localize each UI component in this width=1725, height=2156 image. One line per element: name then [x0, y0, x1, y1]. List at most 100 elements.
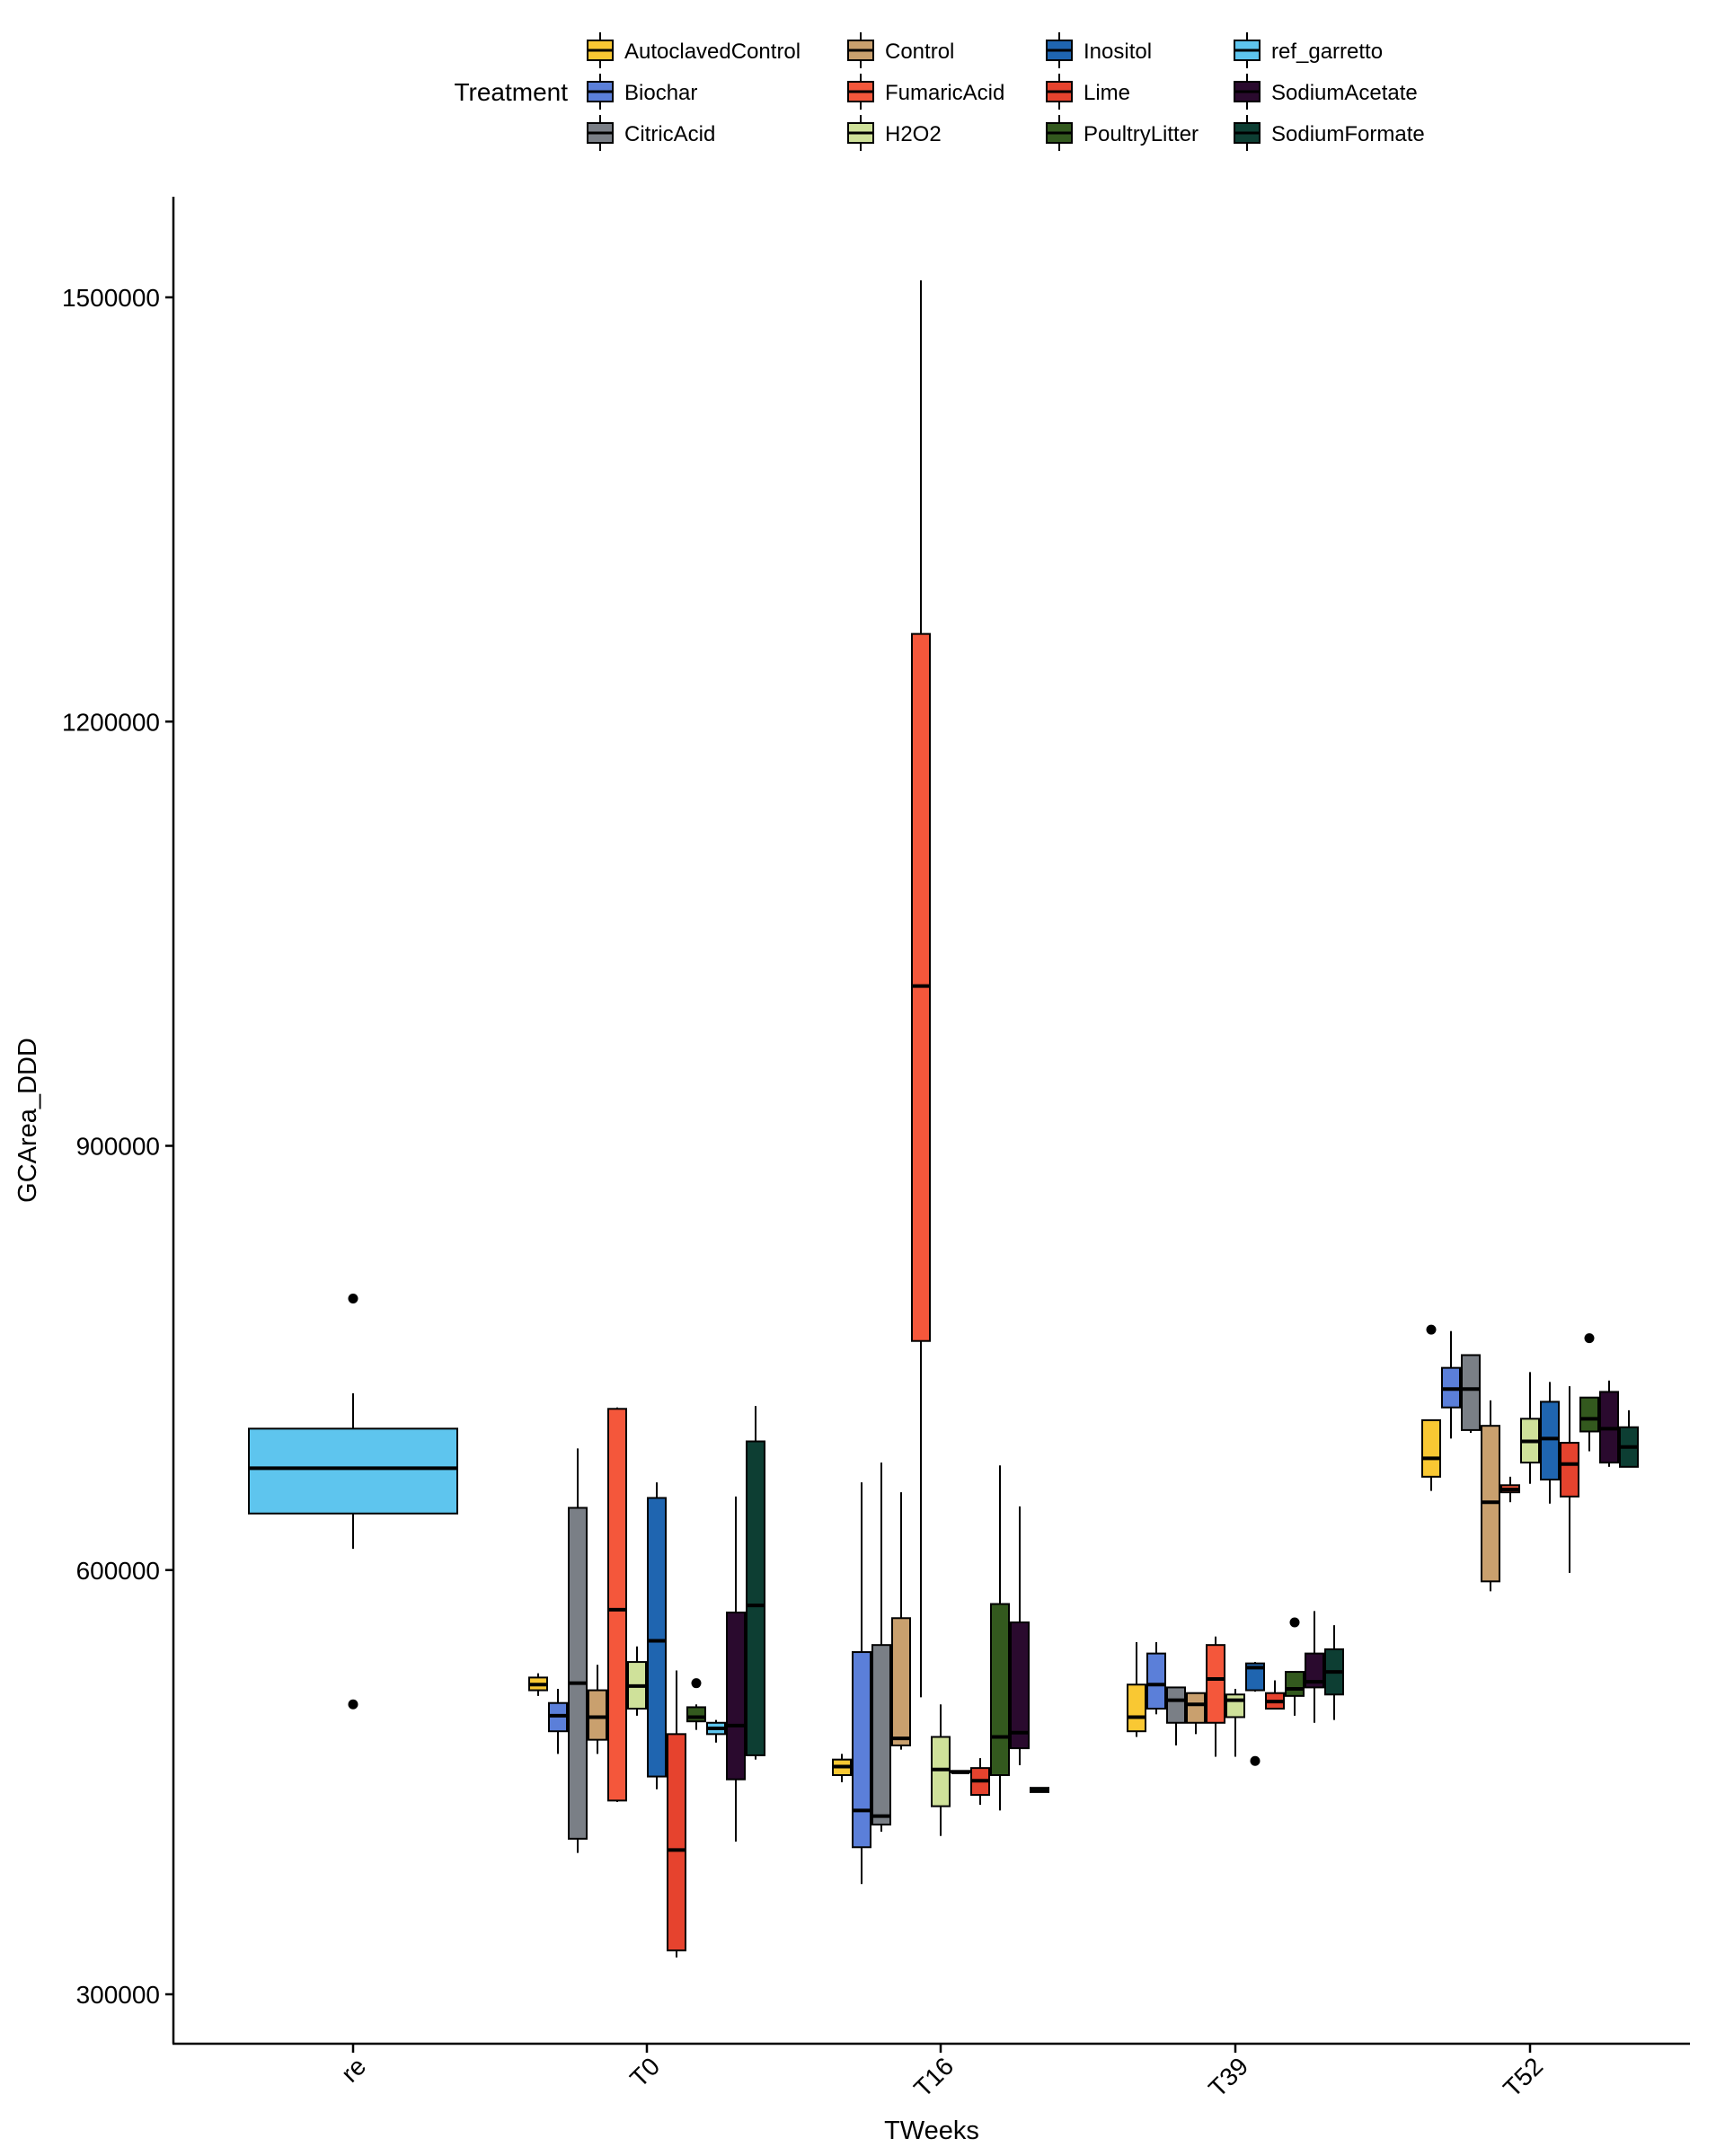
box-T16-Control — [891, 1492, 911, 1750]
y-axis-ticks: 300000 600000 900000 1200000 1500000 — [62, 284, 173, 2009]
y-tick-label: 1200000 — [62, 708, 160, 736]
legend-item: PoultryLitter — [1046, 115, 1199, 151]
box-T39-Inositol — [1245, 1662, 1265, 1766]
legend-item: AutoclavedControl — [587, 32, 801, 68]
box-iqr — [1305, 1652, 1324, 1689]
box-T16-SodiumAcetate — [1010, 1506, 1030, 1765]
box-iqr — [1206, 1644, 1225, 1724]
box-iqr — [248, 1427, 458, 1515]
outlier-point — [1584, 1333, 1595, 1344]
box-T16-CitricAcid — [871, 1462, 891, 1832]
box-T39-PoultryLitter — [1285, 1617, 1305, 1716]
box-T39-SodiumAcetate — [1305, 1611, 1324, 1723]
box-T39-Biochar — [1146, 1642, 1166, 1715]
box-iqr — [1146, 1652, 1166, 1710]
box-iqr — [1225, 1693, 1245, 1719]
legend-label: Control — [885, 40, 954, 64]
legend-item: ref_garretto — [1234, 32, 1383, 68]
legend: Treatment AutoclavedControl Biochar Citric… — [454, 32, 1425, 151]
box-T39-H2O2 — [1225, 1688, 1245, 1757]
box-iqr — [1579, 1396, 1599, 1433]
legend-title: Treatment — [454, 78, 568, 106]
box-iqr — [607, 1408, 627, 1802]
box-T39-Lime — [1265, 1680, 1285, 1710]
legend-label: Biochar — [624, 81, 697, 105]
box-iqr — [1245, 1662, 1265, 1692]
legend-label: FumaricAcid — [885, 81, 1004, 105]
box-T0-Lime — [667, 1670, 686, 1958]
legend-item: SodiumAcetate — [1234, 74, 1418, 110]
box-T0-AutoclavedControl — [528, 1673, 548, 1696]
legend-label: H2O2 — [885, 122, 942, 146]
legend-item: SodiumFormate — [1234, 115, 1425, 151]
box-iqr — [1010, 1621, 1030, 1750]
legend-item: CitricAcid — [587, 115, 715, 151]
box-T39-AutoclavedControl — [1127, 1642, 1146, 1737]
box-iqr — [931, 1736, 951, 1807]
legend-label: Lime — [1084, 81, 1130, 105]
box-T16-SodiumFormate — [1030, 1787, 1049, 1793]
box-T39-FumaricAcid — [1206, 1636, 1225, 1757]
box-T52-Lime — [1560, 1386, 1579, 1573]
box-T52-CitricAcid — [1461, 1354, 1481, 1434]
box-T39-SodiumFormate — [1324, 1625, 1344, 1720]
box-T0-H2O2 — [627, 1646, 647, 1716]
box-iqr — [686, 1706, 706, 1723]
outlier-point — [348, 1294, 358, 1304]
box-iqr — [1166, 1686, 1186, 1724]
box-iqr — [871, 1644, 891, 1826]
y-tick-label: 600000 — [76, 1557, 160, 1585]
box-T16-Inositol — [951, 1770, 970, 1774]
legend-label: Inositol — [1084, 40, 1152, 64]
legend-item: Lime — [1046, 74, 1130, 110]
box-T52-Biochar — [1441, 1330, 1461, 1439]
box-T0-SodiumFormate — [746, 1406, 765, 1760]
legend-item: H2O2 — [847, 115, 942, 151]
y-tick-label: 900000 — [76, 1133, 160, 1161]
box-T0-FumaricAcid — [607, 1407, 627, 1802]
box-T0-CitricAcid — [568, 1448, 588, 1853]
box-T52-Inositol — [1540, 1382, 1560, 1504]
box-iqr — [1285, 1671, 1305, 1697]
outlier-point — [1426, 1324, 1437, 1335]
box-iqr — [1560, 1442, 1579, 1498]
legend-item: FumaricAcid — [847, 74, 1004, 110]
box-T52-Control — [1481, 1400, 1500, 1592]
legend-label: SodiumFormate — [1271, 122, 1425, 146]
box-T16-FumaricAcid — [911, 280, 931, 1698]
box-iqr — [1127, 1683, 1146, 1733]
box-T0-PoultryLitter — [686, 1678, 706, 1730]
box-iqr — [588, 1689, 607, 1741]
box-T39-Control — [1186, 1692, 1206, 1735]
box-T52-FumaricAcid — [1500, 1476, 1520, 1503]
box-T16-H2O2 — [931, 1704, 951, 1836]
outlier-point — [1250, 1755, 1261, 1766]
outlier-point — [691, 1678, 702, 1689]
box-T52-SodiumAcetate — [1599, 1380, 1619, 1467]
boxes — [248, 280, 1639, 1958]
box-T0-SodiumAcetate — [726, 1496, 746, 1842]
box-T0-ref_garretto — [706, 1719, 726, 1743]
box-iqr — [746, 1440, 765, 1756]
box-iqr — [891, 1617, 911, 1746]
legend-item: Inositol — [1046, 32, 1152, 68]
box-iqr — [1421, 1418, 1441, 1478]
box-iqr — [726, 1611, 746, 1780]
box-T52-AutoclavedControl — [1421, 1324, 1441, 1491]
outlier-point — [348, 1699, 358, 1710]
legend-items: AutoclavedControl Biochar CitricAcid Contro… — [587, 32, 1425, 151]
box-T16-Biochar — [852, 1482, 871, 1885]
box-T0-Control — [588, 1665, 607, 1754]
box-re-ref_garretto — [248, 1294, 458, 1710]
y-tick-label: 1500000 — [62, 284, 160, 312]
box-iqr — [990, 1603, 1010, 1777]
box-T16-Lime — [970, 1758, 990, 1806]
box-iqr — [1461, 1354, 1481, 1431]
outlier-point — [1289, 1617, 1300, 1628]
legend-label: AutoclavedControl — [624, 40, 801, 64]
legend-label: SodiumAcetate — [1271, 81, 1418, 105]
box-T16-PoultryLitter — [990, 1465, 1010, 1811]
legend-item: Biochar — [587, 74, 697, 110]
box-iqr — [852, 1651, 871, 1849]
